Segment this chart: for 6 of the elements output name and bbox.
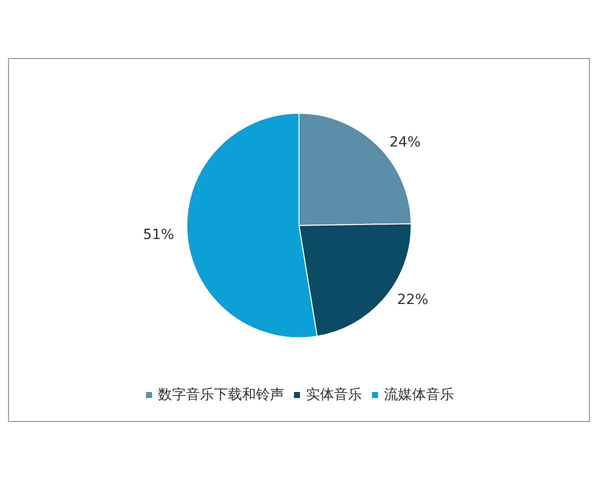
legend-label: 实体音乐	[306, 387, 362, 403]
data-label: 22%	[397, 292, 428, 308]
legend-label: 流媒体音乐	[384, 387, 454, 403]
legend-label: 数字音乐下载和铃声	[158, 387, 284, 403]
data-label: 51%	[143, 226, 174, 243]
data-label: 24%	[390, 134, 421, 151]
